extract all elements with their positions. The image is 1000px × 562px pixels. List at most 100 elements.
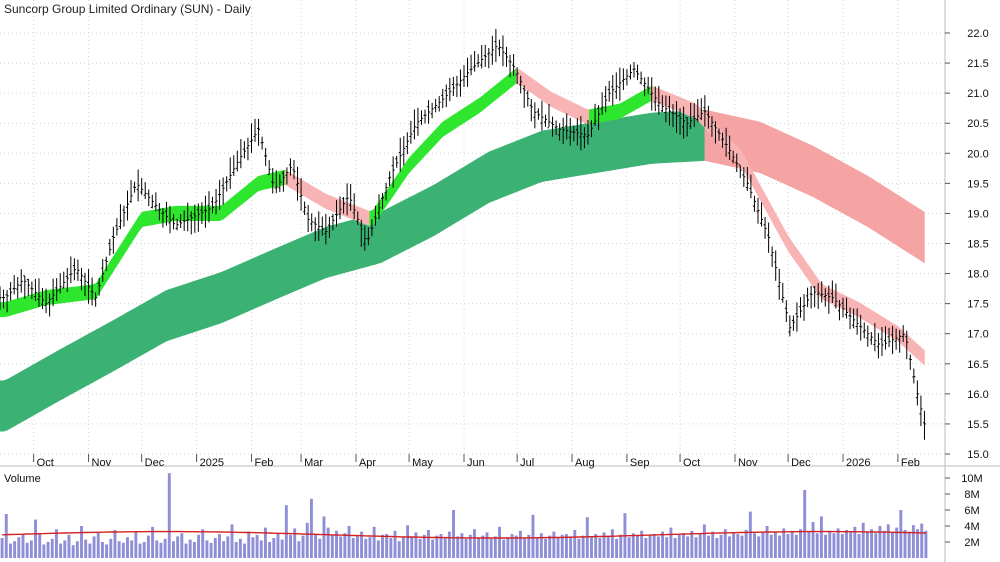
long-ma-ribbon-rising <box>488 149 494 203</box>
long-ma-ribbon-rising <box>354 218 359 271</box>
short-ma-ribbon-rising <box>265 173 270 190</box>
long-ma-ribbon-falling <box>881 184 887 239</box>
long-ma-ribbon-rising <box>604 119 609 172</box>
long-ma-ribbon-rising <box>612 118 617 171</box>
long-ma-ribbon-rising <box>18 370 24 424</box>
short-ma-ribbon-rising <box>161 207 166 224</box>
long-ma-ribbon-falling <box>773 128 779 182</box>
long-ma-ribbon-rising <box>134 305 139 360</box>
long-ma-ribbon-falling <box>901 196 906 252</box>
short-ma-ribbon-falling <box>531 77 536 96</box>
short-ma-ribbon-rising <box>481 92 486 112</box>
long-ma-ribbon-falling <box>781 131 787 185</box>
long-ma-ribbon-rising <box>211 273 217 327</box>
short-ma-ribbon-falling <box>573 102 579 120</box>
short-ma-ribbon-rising <box>496 80 502 100</box>
price-tick-label: 16.0 <box>967 389 988 401</box>
date-tick-label: May <box>412 457 433 469</box>
long-ma-ribbon-rising <box>392 203 398 258</box>
price-tick-label: 15.5 <box>967 419 988 431</box>
long-ma-ribbon-rising <box>669 111 675 163</box>
short-ma-ribbon-falling <box>327 194 332 212</box>
long-ma-ribbon-rising <box>30 363 35 418</box>
volume-average-line <box>2 530 926 539</box>
short-ma-ribbon-rising <box>61 287 66 304</box>
volume-tick-label: 6M <box>964 505 979 517</box>
date-tick-label: Nov <box>738 457 758 469</box>
long-ma-ribbon-falling <box>916 206 921 261</box>
long-ma-ribbon-rising <box>130 307 136 362</box>
long-ma-ribbon-falling <box>889 189 894 244</box>
volume-label: Volume <box>4 473 41 485</box>
long-ma-ribbon-falling <box>854 168 860 223</box>
short-ma-ribbon-falling <box>527 74 532 94</box>
short-ma-ribbon-falling <box>673 94 679 112</box>
long-ma-ribbon-rising <box>65 344 70 398</box>
short-ma-ribbon-falling <box>916 342 921 363</box>
long-ma-ribbon-rising <box>26 365 32 420</box>
long-ma-ribbon-rising <box>99 325 105 379</box>
long-ma-ribbon-rising <box>72 339 78 394</box>
short-ma-ribbon-rising <box>230 194 236 214</box>
long-ma-ribbon-falling <box>870 177 875 232</box>
price-tick-label: 16.5 <box>967 359 988 371</box>
price-tick-label: 17.0 <box>967 329 988 341</box>
long-ma-ribbon-rising <box>384 207 390 261</box>
long-ma-ribbon-rising <box>623 116 629 169</box>
long-ma-ribbon-rising <box>554 127 559 180</box>
long-ma-ribbon-rising <box>53 350 59 405</box>
short-ma-ribbon-rising <box>7 300 12 317</box>
long-ma-ribbon-rising <box>515 139 521 193</box>
price-tick-label: 22.0 <box>967 28 988 40</box>
short-ma-ribbon-rising <box>458 108 463 127</box>
long-ma-ribbon-rising <box>388 205 394 260</box>
price-bars <box>0 29 926 440</box>
long-ma-ribbon-rising <box>246 259 251 313</box>
short-ma-ribbon-rising <box>473 98 478 117</box>
long-ma-ribbon-rising <box>519 137 525 191</box>
short-ma-ribbon-falling <box>669 93 675 110</box>
long-ma-ribbon-falling <box>835 158 841 212</box>
short-ma-ribbon-falling <box>569 100 575 119</box>
long-ma-ribbon-rising <box>546 129 552 182</box>
long-ma-ribbon-rising <box>411 193 417 248</box>
long-ma-ribbon-rising <box>261 252 267 306</box>
price-tick-label: 21.0 <box>967 88 988 100</box>
long-ma-ribbon-rising <box>253 255 259 309</box>
long-ma-ribbon-rising <box>219 271 224 324</box>
long-ma-ribbon-rising <box>608 119 613 171</box>
short-ma-ribbon-rising <box>188 205 193 221</box>
long-ma-ribbon-falling <box>850 166 856 221</box>
long-ma-ribbon-rising <box>238 262 243 316</box>
long-ma-ribbon-rising <box>646 112 652 165</box>
long-ma-ribbon-rising <box>481 153 486 208</box>
price-tick-label: 19.5 <box>967 178 988 190</box>
long-ma-ribbon-falling <box>789 135 794 189</box>
long-ma-ribbon-rising <box>458 167 463 222</box>
long-ma-ribbon-rising <box>76 337 82 392</box>
short-ma-ribbon-rising <box>465 103 471 122</box>
short-ma-ribbon-rising <box>250 179 255 198</box>
long-ma-ribbon-rising <box>504 143 509 197</box>
long-ma-ribbon-falling <box>804 142 810 196</box>
long-ma-ribbon-rising <box>265 250 270 304</box>
long-ma-ribbon-rising <box>542 129 548 182</box>
long-ma-ribbon-rising <box>22 367 28 422</box>
long-ma-ribbon-rising <box>173 286 178 340</box>
long-ma-ribbon-rising <box>0 380 5 432</box>
long-ma-ribbon-rising <box>207 275 213 328</box>
short-ma-ribbon-falling <box>870 309 875 327</box>
long-ma-ribbon-rising <box>284 242 290 296</box>
long-ma-ribbon-rising <box>157 292 163 347</box>
long-ma-ribbon-rising <box>269 249 274 303</box>
long-ma-ribbon-rising <box>408 195 413 250</box>
price-axis: 22.0 21.5 21.0 20.5 20.0 19.5 19.0 18.5 18.0 17.5… <box>945 28 989 461</box>
price-panel-bg <box>0 0 945 462</box>
long-ma-ribbon-rising <box>585 122 590 175</box>
short-ma-ribbon-falling <box>542 85 548 105</box>
short-ma-ribbon-falling <box>315 187 321 206</box>
long-ma-ribbon-rising <box>423 187 428 242</box>
long-ma-ribbon-rising <box>42 356 47 411</box>
short-ma-ribbon-rising <box>57 288 62 304</box>
